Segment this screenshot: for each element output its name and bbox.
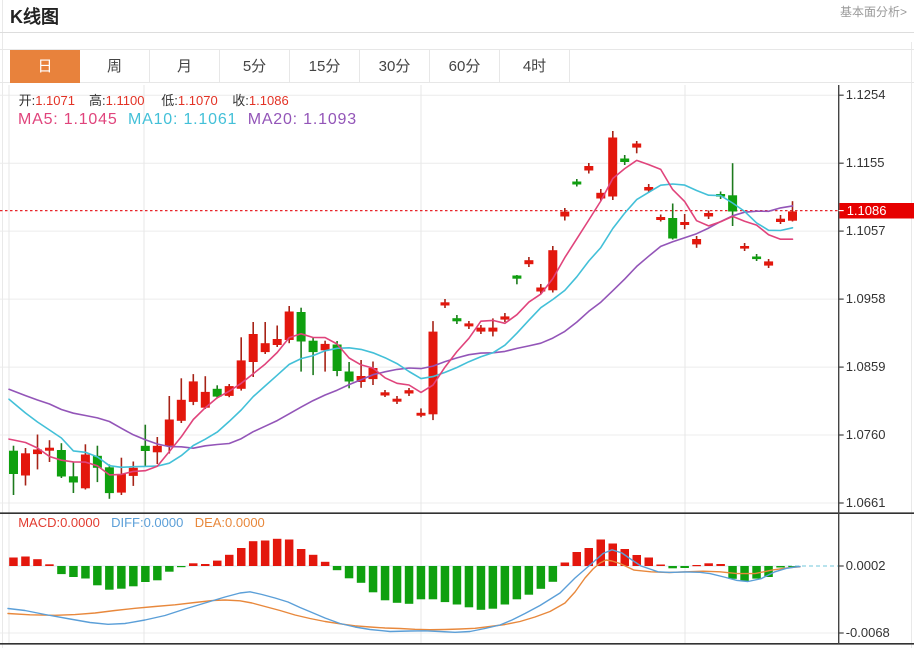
svg-text:1.1155: 1.1155 bbox=[846, 155, 885, 170]
svg-text:1.0859: 1.0859 bbox=[846, 359, 886, 374]
svg-text:-0.0068: -0.0068 bbox=[846, 625, 890, 640]
svg-text:0.0002: 0.0002 bbox=[846, 558, 886, 573]
svg-text:1.1254: 1.1254 bbox=[846, 87, 886, 102]
svg-text:1.0958: 1.0958 bbox=[846, 291, 886, 306]
svg-text:1.1057: 1.1057 bbox=[846, 223, 886, 238]
svg-text:1.1086: 1.1086 bbox=[847, 203, 887, 218]
svg-text:1.0661: 1.0661 bbox=[846, 495, 886, 510]
svg-text:1.0760: 1.0760 bbox=[846, 427, 886, 442]
